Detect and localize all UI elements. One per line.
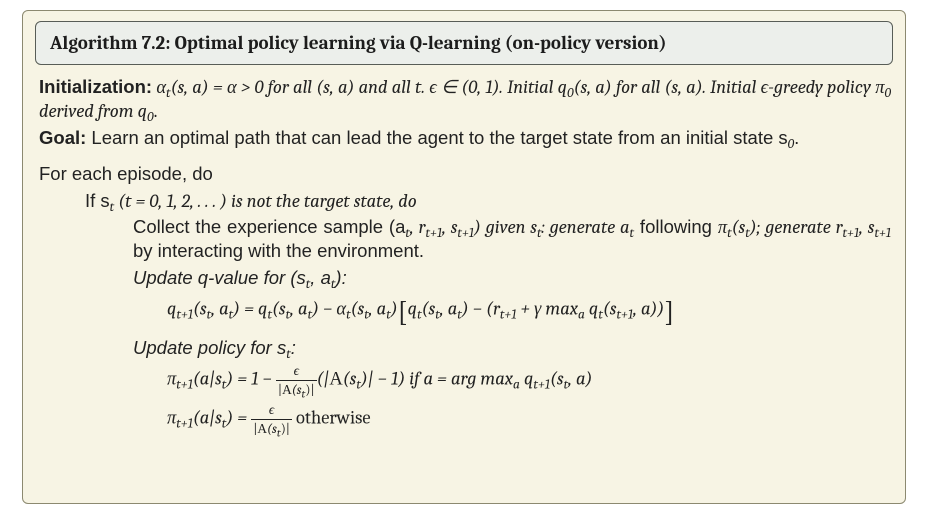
goal-paragraph: Goal: Learn an optimal path that can lea… (39, 126, 891, 150)
algorithm-title: Algorithm 7.2: Optimal policy learning v… (35, 21, 893, 65)
goal-text: Learn an optimal path that can lead the … (86, 127, 799, 148)
fraction-2: ϵ|A(st)| (251, 402, 292, 439)
init-paragraph: Initialization: αt(s, a) = α > 0 for all… (39, 75, 891, 124)
update-q-label: Update q-value for (st, at): (133, 266, 891, 290)
policy-line-2: πt+1(a|st) = ϵ|A(st)| otherwise (167, 402, 891, 439)
init-label: Initialization: (39, 76, 152, 97)
algorithm-body: Initialization: αt(s, a) = α > 0 for all… (39, 75, 891, 441)
init-math-part2: (s, a) = α > 0 for all (s, a) and all t.… (171, 76, 574, 98)
algorithm-box: Algorithm 7.2: Optimal policy learning v… (22, 10, 906, 504)
update-policy-label: Update policy for st: (133, 336, 891, 360)
collect-line: Collect the experience sample (at, rt+1,… (133, 215, 891, 264)
q-update-equation: qt+1(st, at) = qt(st, at) − αt(st, at)[q… (167, 294, 891, 332)
episode-loop: For each episode, do (39, 162, 891, 186)
policy-line-1: πt+1(a|st) = 1 − ϵ|A(st)|(|A(st)| − 1) i… (167, 363, 891, 400)
init-math-part3: (s, a) for all (s, a). Initial ϵ-greedy … (574, 76, 891, 98)
init-period: . (154, 100, 158, 122)
init-math-part1: αt (152, 76, 171, 98)
goal-label: Goal: (39, 127, 86, 148)
init-math-part4: derived from q0 (39, 100, 154, 122)
if-line: If st (t = 0, 1, 2, . . . ) is not the t… (85, 189, 891, 213)
fraction-1: ϵ|A(st)| (276, 363, 317, 400)
